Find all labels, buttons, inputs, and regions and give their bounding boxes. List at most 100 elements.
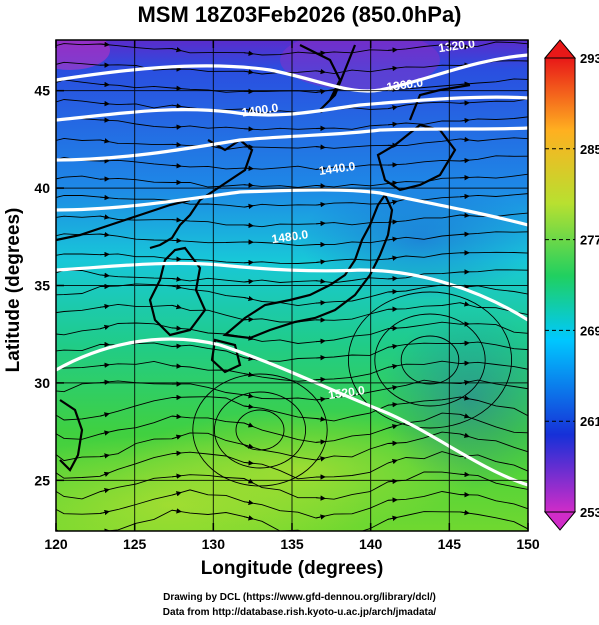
x-tick-label: 140 <box>359 536 383 552</box>
streamline-arrow <box>387 458 398 465</box>
streamline-arrow <box>315 495 326 501</box>
streamline-arrow <box>532 490 541 491</box>
colorbar-label: 269 <box>580 323 599 338</box>
streamline-arrow <box>532 193 541 194</box>
streamline-arrow <box>532 295 541 298</box>
vortex-streamline <box>347 291 513 429</box>
streamline-arrow <box>99 272 110 279</box>
vortex-streamline <box>213 391 307 469</box>
x-tick-label: 135 <box>280 536 304 552</box>
y-axis-ticks: 25 30 35 40 45 <box>34 83 64 488</box>
streamline-arrow <box>243 499 254 506</box>
streamline-arrow <box>315 259 326 265</box>
streamline-arrow <box>315 300 326 306</box>
streamline-arrow <box>315 514 326 520</box>
streamline-arrow <box>532 370 541 373</box>
streamline-arrow <box>532 473 541 475</box>
streamline-arrow <box>387 162 398 168</box>
vortex-streamline <box>400 335 460 385</box>
colorbar: 293 285 277 269 261 253 <box>543 39 599 531</box>
streamline-arrow <box>243 222 254 229</box>
vortex-streamline <box>374 313 486 407</box>
streamline-arrow <box>171 304 182 310</box>
streamline-arrow <box>459 231 470 237</box>
contour-labels: 1320.0 1360.0 1400.0 1440.0 1480.0 1520.0 <box>241 36 476 402</box>
x-axis-ticks: 120 125 130 135 140 145 150 <box>44 40 540 552</box>
streamline-arrow <box>315 89 326 95</box>
colorbar-scale <box>544 57 576 513</box>
streamline-arrow <box>99 487 110 494</box>
streamline-arrow <box>243 259 254 266</box>
streamline-arrow <box>99 509 110 516</box>
y-tick-label: 45 <box>34 83 50 99</box>
streamline-arrow <box>315 144 326 150</box>
streamline-arrow <box>171 325 182 331</box>
streamline-arrow <box>387 478 398 485</box>
y-tick-label: 35 <box>34 278 50 294</box>
streamline-arrow <box>459 509 470 516</box>
streamline-arrow <box>316 534 325 535</box>
contour-label: 1520.0 <box>327 383 366 402</box>
streamline-arrow <box>171 508 182 514</box>
colorbar-label: 261 <box>580 414 599 429</box>
streamline-arrow <box>99 138 110 144</box>
streamline-arrow <box>243 515 254 521</box>
streamline-arrow <box>243 443 254 449</box>
lat-lon-grid <box>56 40 528 531</box>
streamline-arrow <box>243 278 254 285</box>
streamline-arrow <box>532 531 541 532</box>
vortex-streamline <box>192 373 328 487</box>
streamline-arrow <box>171 163 182 169</box>
streamline-arrow <box>171 141 182 148</box>
streamline-arrow <box>532 433 541 434</box>
streamline-arrow <box>387 289 398 295</box>
colorbar-max-arrow <box>543 39 577 59</box>
streamline-arrow <box>387 385 398 391</box>
streamline-arrow <box>532 418 541 419</box>
streamline-arrow <box>459 81 470 87</box>
streamline-arrow <box>532 232 541 233</box>
streamline-arrow <box>99 100 110 107</box>
streamline-arrow <box>387 121 398 128</box>
contour-label: 1480.0 <box>271 227 310 246</box>
streamline-arrow <box>171 124 182 130</box>
map-title: MSM 18Z03Feb2026 (850.0hPa) <box>137 2 462 27</box>
streamline-arrow <box>387 424 398 430</box>
streamline-arrow <box>387 343 398 350</box>
streamline-arrow <box>387 236 398 242</box>
streamline-arrow <box>99 412 110 418</box>
streamline-arrow <box>459 360 470 366</box>
streamline-arrow <box>315 396 326 403</box>
streamline-arrow <box>459 471 470 478</box>
streamline-arrow <box>459 413 470 419</box>
streamline-arrow <box>459 157 470 164</box>
x-tick-label: 120 <box>44 536 68 552</box>
streamline-arrow <box>171 46 182 53</box>
streamline-arrow <box>243 403 254 410</box>
colorbar-label: 277 <box>580 233 599 248</box>
y-axis-label: Latitude (degrees) <box>3 207 24 373</box>
streamline-arrow <box>171 284 182 290</box>
streamline-arrow <box>532 350 541 353</box>
streamline-arrow <box>532 453 541 456</box>
streamline-arrow <box>459 136 470 143</box>
credit-line-1: Drawing by DCL (https://www.gfd-dennou.o… <box>163 592 436 603</box>
streamline-arrow <box>243 50 254 56</box>
streamline-arrow <box>315 439 326 445</box>
streamline-arrow <box>99 81 110 88</box>
streamline-arrow <box>243 126 254 132</box>
streamline-arrow <box>243 182 254 188</box>
streamline-arrow <box>387 402 398 408</box>
streamline-arrow <box>459 193 470 200</box>
streamline-arrow <box>532 116 541 117</box>
colorbar-min-arrow <box>543 511 577 531</box>
streamline-arrow <box>243 295 254 302</box>
streamline-arrow <box>315 183 326 189</box>
wind-streamlines <box>56 41 541 535</box>
streamline-arrow <box>532 98 541 99</box>
streamline-arrow <box>532 138 541 139</box>
streamline-arrow <box>171 237 182 244</box>
streamline-arrow <box>171 276 182 282</box>
streamline-arrow <box>171 491 182 497</box>
